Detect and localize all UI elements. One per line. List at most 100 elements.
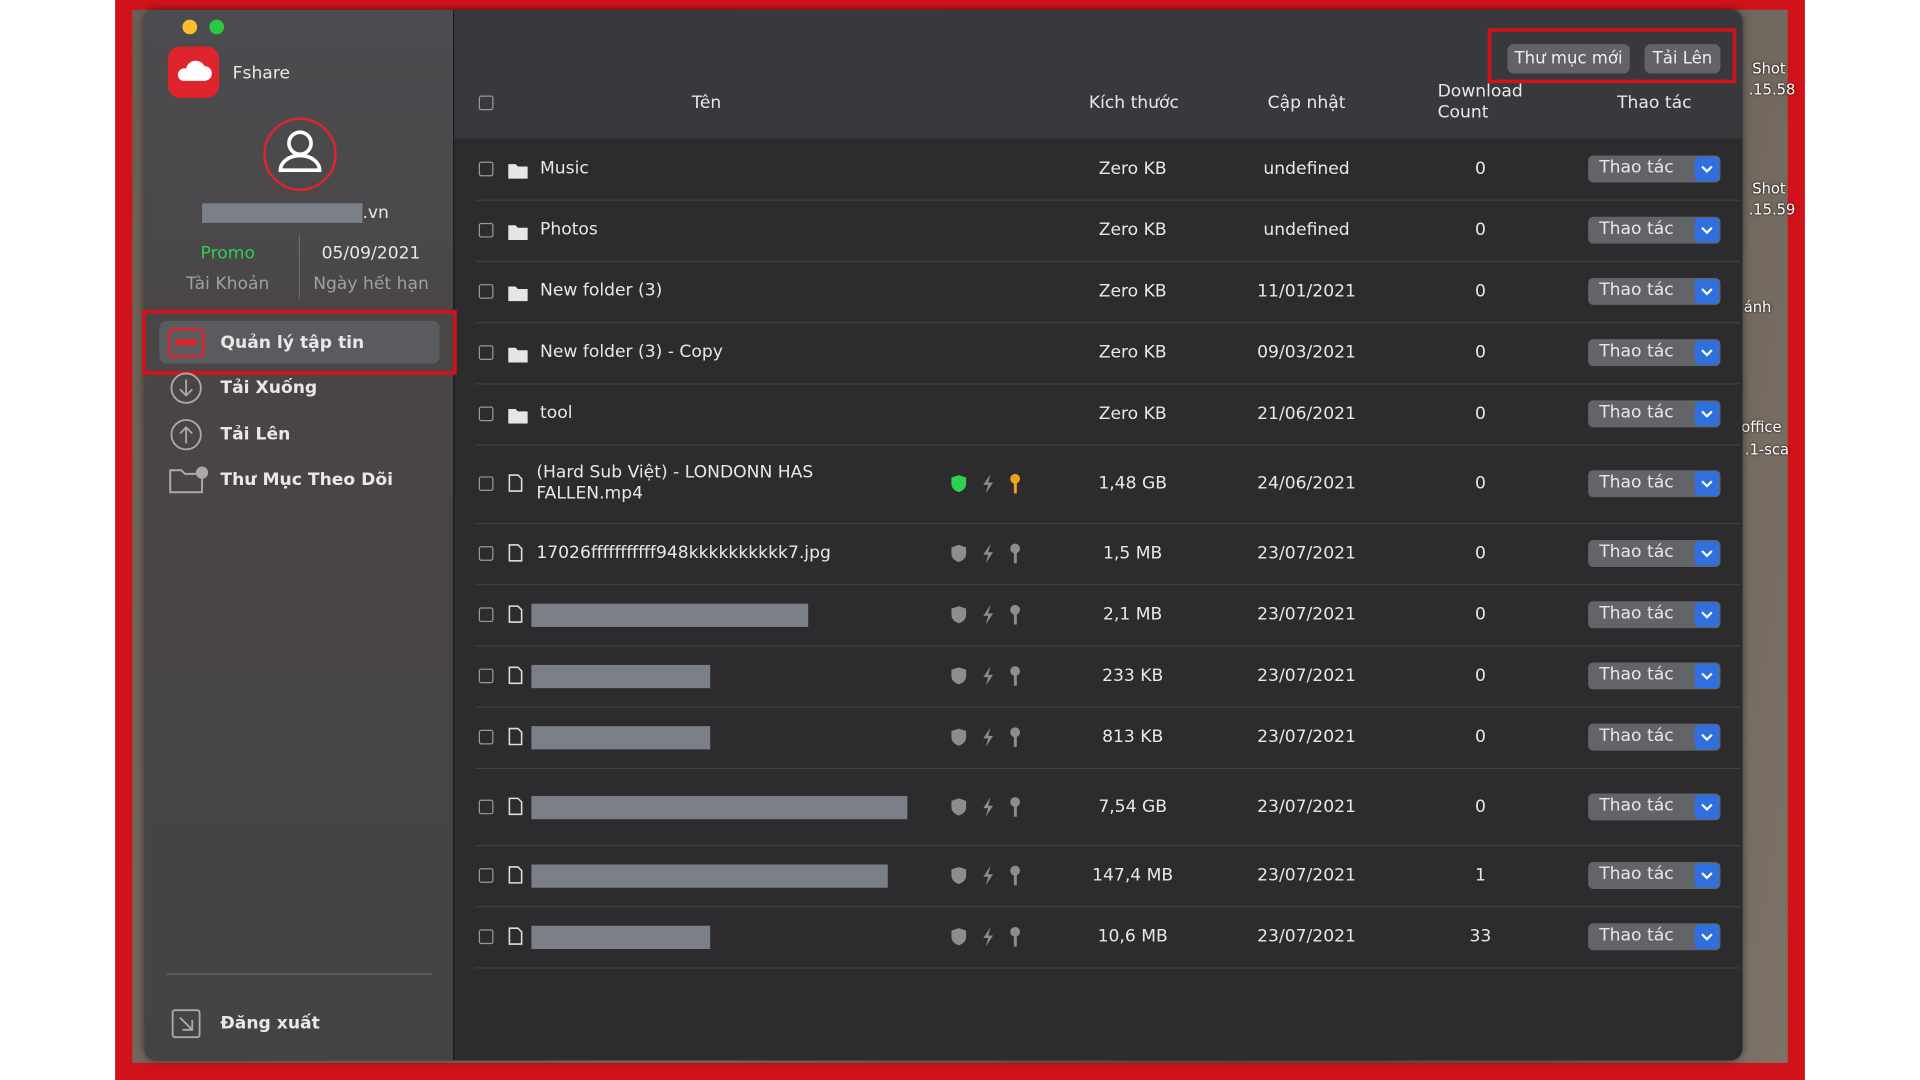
checkbox[interactable] [478, 668, 494, 684]
nav-icon [167, 328, 205, 358]
action-label[interactable]: Thao tác [1599, 795, 1674, 815]
action-label[interactable]: Thao tác [1599, 157, 1674, 178]
column-header: Tên [691, 93, 722, 113]
checkbox[interactable] [478, 222, 494, 238]
desktop-label: office [1741, 418, 1782, 436]
file-name[interactable]: 17026fffffffffff948kkkkkkkkkk7.jpg [536, 543, 831, 563]
status-icons [950, 795, 1023, 817]
dropdown-arrow [1694, 471, 1720, 496]
status-icons [950, 926, 1023, 948]
row-separator [475, 199, 1741, 201]
file-updated: 21/06/2021 [1257, 404, 1356, 424]
file-updated: 24/06/2021 [1257, 473, 1356, 494]
row-separator [475, 260, 1741, 263]
column-header: Kích thước [1088, 93, 1179, 113]
checkbox[interactable] [478, 798, 494, 814]
file-updated: undefined [1263, 159, 1350, 179]
action-label[interactable]: Thao tác [1599, 925, 1674, 946]
file-name[interactable]: tool [540, 403, 573, 424]
action-label[interactable]: Thao tác [1599, 219, 1674, 239]
row-separator [475, 844, 1741, 847]
checkbox[interactable] [478, 345, 494, 361]
action-label[interactable]: Thao tác [1599, 664, 1674, 685]
row-separator [475, 584, 1741, 586]
dropdown-arrow [1694, 541, 1720, 566]
file-icon [508, 605, 523, 623]
file-size: Zero KB [1098, 281, 1167, 302]
file-updated: 23/07/2021 [1257, 926, 1356, 947]
checkbox[interactable] [478, 161, 494, 177]
sidebar [144, 9, 455, 1061]
app-logo [167, 46, 220, 98]
action-label[interactable]: Thao tác [1599, 341, 1674, 362]
row-separator [475, 522, 1741, 525]
file-size: Zero KB [1098, 220, 1167, 241]
dropdown-arrow [1694, 794, 1720, 819]
file-icon [508, 666, 523, 685]
redacted [531, 664, 711, 689]
status-icons [950, 542, 1023, 564]
file-name[interactable]: Photos [540, 219, 598, 240]
desktop-label: .1-sca [1744, 440, 1789, 458]
nav-icon [168, 465, 210, 494]
file-size: 813 KB [1102, 727, 1164, 747]
redacted [531, 726, 711, 750]
file-size: 7,54 GB [1098, 796, 1167, 817]
checkbox[interactable] [478, 284, 494, 299]
file-updated: 23/07/2021 [1257, 604, 1356, 625]
checkbox[interactable] [478, 868, 494, 883]
file-updated: 23/07/2021 [1257, 796, 1356, 817]
download-count: 0 [1474, 604, 1486, 625]
expiry-label: Ngày hết hạn [313, 274, 429, 294]
checkbox[interactable] [478, 95, 494, 111]
window-button[interactable] [209, 19, 225, 35]
row-separator [475, 706, 1741, 708]
toolbar-button[interactable]: Thư mục mới [1507, 44, 1630, 74]
highlight-box [142, 309, 457, 375]
toolbar-button[interactable]: Tải Lên [1644, 44, 1721, 74]
download-count: 0 [1474, 543, 1486, 564]
file-name[interactable]: New folder (3) [540, 281, 663, 301]
nav-item[interactable]: Tải Lên [220, 424, 291, 445]
download-count: 0 [1474, 159, 1486, 179]
dropdown-arrow [1694, 863, 1720, 888]
nav-item[interactable]: Quản lý tập tin [220, 333, 365, 353]
download-count: 0 [1474, 796, 1486, 817]
action-label[interactable]: Thao tác [1599, 603, 1674, 624]
download-count: 0 [1474, 727, 1486, 747]
checkbox[interactable] [478, 476, 494, 492]
file-icon [508, 727, 523, 746]
checkbox[interactable] [478, 729, 494, 745]
action-label[interactable]: Thao tác [1599, 726, 1674, 746]
redacted [202, 203, 363, 223]
folder-icon [508, 283, 528, 302]
action-label[interactable]: Thao tác [1599, 472, 1674, 493]
row-separator [475, 967, 1741, 969]
file-name[interactable]: New folder (3) - Copy [540, 342, 723, 362]
checkbox[interactable] [478, 929, 494, 945]
window-button[interactable] [182, 19, 198, 35]
action-label[interactable]: Thao tác [1599, 402, 1674, 423]
file-size: 10,6 MB [1097, 926, 1168, 947]
column-header: Download Count [1437, 82, 1523, 123]
nav-item[interactable]: Tải Xuống [220, 378, 318, 398]
action-label[interactable]: Thao tác [1599, 280, 1674, 301]
logout[interactable]: Đăng xuất [220, 1013, 320, 1034]
status-icons [950, 665, 1023, 687]
dropdown-arrow [1694, 340, 1720, 365]
download-count: 0 [1474, 473, 1486, 494]
nav-item[interactable]: Thư Mục Theo Dõi [220, 470, 394, 490]
checkbox[interactable] [478, 607, 494, 623]
divider [298, 235, 301, 299]
row-separator [475, 444, 1741, 446]
action-label[interactable]: Thao tác [1599, 542, 1674, 563]
avatar [262, 116, 338, 192]
email: .vn [362, 203, 389, 223]
file-name[interactable]: (Hard Sub Việt) - LONDONN HAS FALLEN.mp4 [536, 462, 814, 504]
checkbox[interactable] [478, 406, 494, 422]
checkbox[interactable] [478, 546, 494, 561]
folder-icon [508, 405, 528, 424]
file-name[interactable]: Music [540, 158, 589, 179]
action-label[interactable]: Thao tác [1599, 864, 1674, 885]
column-header: Cập nhật [1267, 93, 1346, 113]
